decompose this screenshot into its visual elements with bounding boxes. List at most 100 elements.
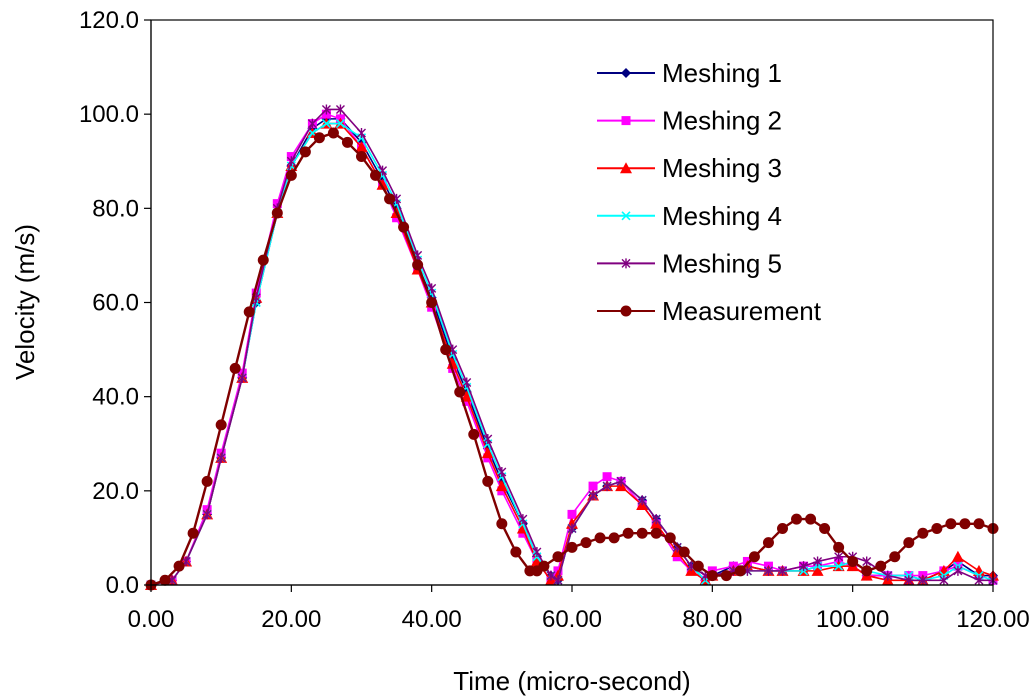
data-point — [327, 127, 339, 139]
data-point — [313, 132, 325, 144]
data-point — [321, 119, 331, 129]
legend-marker — [620, 305, 632, 317]
x-tick-label: 100.00 — [816, 606, 889, 633]
data-point — [243, 306, 255, 318]
data-point — [159, 574, 171, 586]
data-point — [734, 565, 746, 577]
legend-item: Meshing 5 — [597, 248, 782, 278]
data-point — [454, 386, 466, 398]
data-point — [951, 550, 964, 562]
data-point — [834, 561, 844, 571]
data-point — [637, 495, 647, 506]
y-tick-label: 20.0 — [92, 478, 139, 505]
data-point — [335, 104, 345, 115]
legend-label: Meshing 1 — [662, 58, 782, 88]
data-point — [546, 570, 556, 581]
legend-label: Meshing 5 — [662, 248, 782, 278]
data-point — [778, 565, 787, 576]
data-point — [650, 527, 662, 539]
data-point — [216, 452, 226, 463]
x-tick-label: 0.00 — [128, 606, 175, 633]
data-point — [286, 156, 296, 167]
x-tick-label: 120.00 — [956, 606, 1029, 633]
data-point — [357, 128, 366, 138]
legend-marker — [621, 258, 631, 269]
data-point — [862, 556, 872, 567]
data-point — [622, 527, 634, 539]
data-point — [187, 527, 199, 539]
y-tick-label: 100.0 — [79, 101, 139, 128]
data-point — [918, 575, 928, 586]
data-point — [819, 523, 831, 534]
data-point — [426, 297, 438, 308]
data-point — [813, 556, 823, 567]
data-point — [202, 509, 212, 520]
data-point — [341, 136, 353, 148]
series-meshing-3 — [145, 117, 999, 590]
data-point — [706, 570, 718, 582]
data-point — [602, 472, 612, 482]
plot-series — [145, 104, 999, 591]
legend-item: Meshing 3 — [597, 153, 782, 183]
data-point — [834, 551, 844, 562]
legend-item: Meshing 2 — [597, 106, 782, 136]
legend-marker — [620, 162, 632, 174]
data-point — [616, 476, 626, 487]
data-point — [959, 518, 971, 530]
data-point — [931, 523, 943, 534]
data-point — [953, 565, 963, 576]
data-point — [427, 283, 437, 294]
data-point — [173, 560, 185, 572]
data-point — [335, 119, 346, 129]
legend-label: Meshing 4 — [662, 201, 782, 231]
data-point — [651, 514, 661, 525]
data-point — [532, 547, 542, 558]
data-point — [567, 523, 577, 534]
data-point — [748, 551, 760, 563]
data-point — [567, 509, 577, 519]
data-point — [861, 565, 873, 577]
data-point — [510, 546, 522, 558]
legend-item: Meshing 4 — [597, 201, 782, 231]
data-point — [215, 419, 227, 431]
data-point — [594, 532, 606, 544]
data-point — [664, 532, 676, 544]
data-point — [552, 551, 564, 563]
data-point — [580, 537, 592, 549]
legend-item: Meshing 1 — [597, 58, 782, 88]
y-tick-label: 60.0 — [92, 290, 139, 317]
legend-label: Meshing 2 — [662, 106, 782, 136]
data-point — [355, 141, 368, 153]
data-point — [285, 169, 297, 181]
series-measurement — [145, 127, 999, 591]
x-axis-title: Time (micro-second) — [453, 666, 690, 696]
plot-frame — [150, 19, 994, 586]
data-point — [847, 555, 859, 567]
data-point — [833, 541, 845, 553]
data-point — [974, 575, 984, 586]
data-point — [602, 481, 612, 492]
legend-label: Meshing 3 — [662, 153, 782, 183]
y-tick-label: 80.0 — [92, 195, 139, 222]
data-point — [791, 513, 803, 525]
data-point — [356, 151, 367, 163]
data-point — [495, 480, 508, 492]
data-point — [678, 546, 690, 558]
data-point — [608, 532, 620, 544]
legend-marker — [621, 116, 631, 126]
data-point — [720, 570, 732, 582]
data-point — [460, 390, 473, 402]
data-point — [497, 467, 507, 477]
data-point — [468, 428, 480, 440]
data-point — [939, 575, 949, 586]
data-point — [299, 146, 311, 158]
data-point — [440, 344, 452, 356]
data-point — [446, 357, 459, 369]
data-point — [257, 254, 269, 266]
data-point — [553, 575, 563, 586]
x-axis: 0.00 20.00 40.00 60.00 80.00 100.00 120.00 — [128, 584, 1030, 633]
data-point — [376, 178, 389, 190]
x-tick-label: 20.00 — [261, 606, 321, 633]
data-point — [496, 518, 508, 530]
y-tick-label: 40.0 — [92, 384, 139, 411]
